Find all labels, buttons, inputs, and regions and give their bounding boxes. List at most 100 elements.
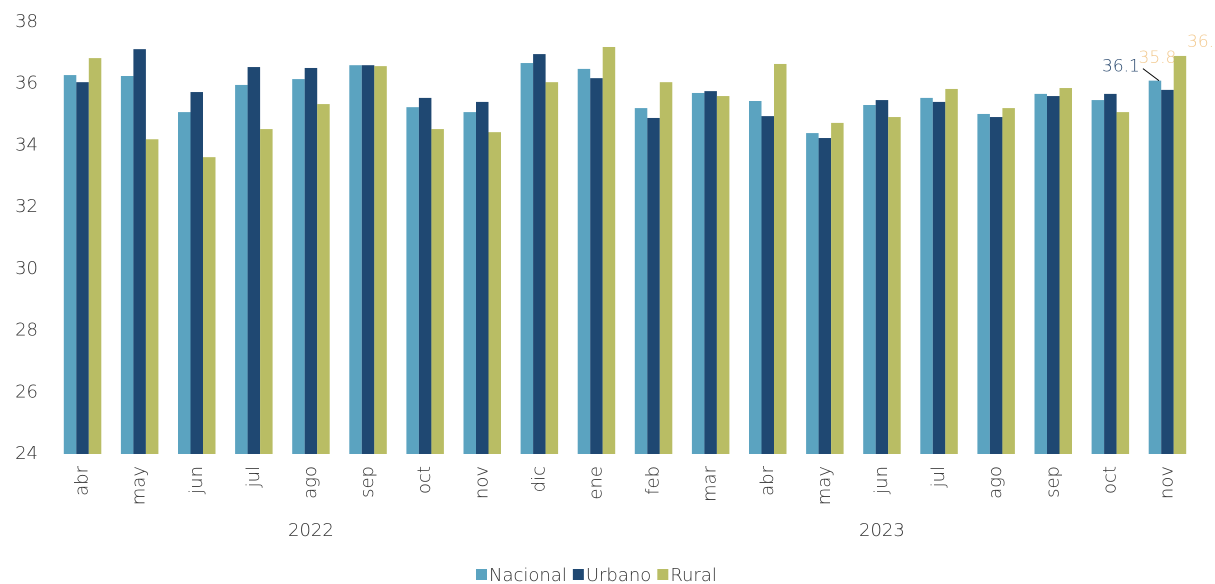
bar [488, 132, 501, 454]
bar [88, 58, 102, 455]
x-tick-label: may [814, 466, 835, 505]
bar [704, 91, 717, 455]
x-tick-label: abr [757, 465, 778, 495]
bar [577, 68, 591, 454]
bar [418, 97, 432, 454]
bar [875, 100, 889, 454]
bar [749, 100, 762, 454]
bar [120, 76, 134, 454]
bar [888, 117, 901, 454]
x-tick-label: sep [1042, 466, 1063, 498]
data-label: 36.9 [1187, 32, 1215, 52]
bar [247, 67, 261, 455]
bar [304, 67, 318, 454]
bar [76, 82, 89, 455]
x-tick-label: jun [186, 466, 207, 495]
bar [1091, 100, 1105, 454]
legend-label: Urbano [586, 565, 651, 584]
y-tick-label: 28 [15, 320, 38, 341]
x-tick-label: oct [414, 466, 435, 494]
x-tick-label: jun [871, 466, 892, 495]
bar [977, 113, 990, 454]
bar [463, 112, 476, 455]
bar [63, 75, 77, 455]
x-tick-label: dic [528, 466, 549, 492]
group-label: 2023 [859, 520, 905, 541]
bar [431, 129, 444, 454]
bar [406, 107, 419, 454]
bar [932, 101, 946, 455]
bar [203, 157, 216, 454]
bar [945, 88, 958, 455]
bar [634, 108, 648, 454]
bar [989, 117, 1003, 454]
bar [920, 97, 933, 454]
bar [545, 82, 559, 455]
bar [761, 116, 774, 454]
leader-line [1142, 68, 1160, 82]
bar [647, 117, 660, 455]
bar [533, 54, 546, 454]
bar [774, 63, 787, 455]
x-tick-label: mar [700, 465, 721, 502]
bar [374, 66, 387, 454]
x-tick-label: oct [1099, 466, 1120, 494]
y-tick-label: 32 [15, 196, 38, 217]
legend-swatch [572, 569, 584, 580]
data-label: 36.1 [1102, 57, 1140, 77]
bar [863, 105, 876, 455]
group-label: 2022 [288, 520, 334, 541]
x-tick-label: nov [1156, 466, 1177, 499]
bar [1034, 93, 1047, 454]
x-tick-label: jul [928, 466, 949, 488]
bar [145, 139, 159, 454]
bar [1116, 112, 1130, 455]
legend-swatch [476, 569, 487, 580]
bar [1173, 55, 1187, 454]
bar [476, 101, 489, 455]
y-tick-label: 34 [15, 134, 38, 155]
bar [1104, 93, 1117, 454]
y-tick-label: 38 [15, 11, 38, 32]
x-tick-label: ago [300, 466, 321, 499]
bar [1059, 88, 1072, 454]
bar [292, 79, 305, 454]
bar [260, 129, 273, 454]
x-tick-label: may [129, 466, 150, 505]
bar [691, 92, 705, 454]
x-tick-label: ene [585, 466, 606, 500]
bar [818, 138, 832, 454]
bar [590, 78, 603, 454]
x-tick-label: sep [357, 466, 378, 498]
legend-label: Rural [670, 565, 717, 584]
x-tick-label: jul [243, 466, 264, 488]
bar [831, 122, 844, 454]
bar [1148, 80, 1162, 454]
bar [1047, 96, 1060, 455]
bar [317, 104, 330, 454]
data-label: 35.8 [1139, 48, 1177, 68]
y-tick-label: 26 [15, 381, 38, 402]
legend-label: Nacional [489, 565, 567, 584]
x-tick-label: nov [471, 466, 492, 499]
y-tick-label: 36 [15, 73, 38, 94]
legend-swatch [657, 569, 669, 580]
bar [349, 65, 362, 454]
bar [716, 96, 730, 455]
bar [1002, 108, 1015, 454]
y-tick-label: 30 [15, 258, 38, 279]
bar [659, 82, 673, 455]
bar [133, 49, 146, 454]
bar [806, 133, 819, 455]
bar [520, 63, 534, 454]
bar [602, 46, 616, 454]
y-tick-label: 24 [15, 443, 38, 464]
x-tick-label: abr [72, 465, 93, 495]
x-tick-label: feb [643, 466, 664, 495]
bar [178, 112, 191, 455]
bar [361, 65, 375, 454]
x-tick-label: ago [985, 466, 1006, 499]
bar [190, 92, 203, 454]
bar [235, 84, 248, 454]
